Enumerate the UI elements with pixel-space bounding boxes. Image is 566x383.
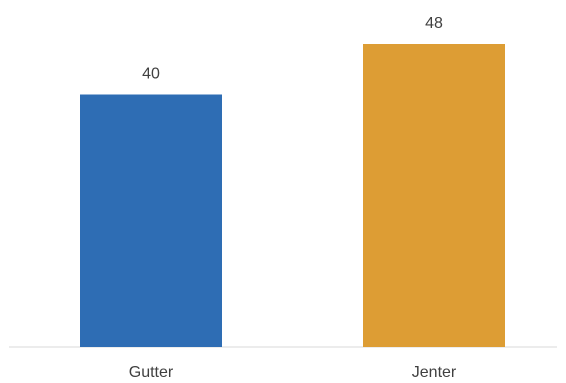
bars-group xyxy=(80,44,505,347)
bar-gutter xyxy=(80,94,222,347)
data-label-gutter: 40 xyxy=(142,66,160,83)
bar-jenter xyxy=(363,44,505,347)
data-label-jenter: 48 xyxy=(425,15,443,32)
x-tick-label-gutter: Gutter xyxy=(129,364,174,381)
x-tick-label-jenter: Jenter xyxy=(412,364,457,381)
labels-group: 40 Gutter 48 Jenter xyxy=(129,15,457,381)
